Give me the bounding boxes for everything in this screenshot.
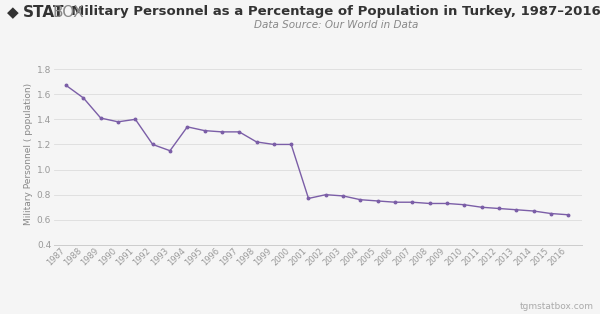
Text: Military Personnel as a Percentage of Population in Turkey, 1987–2016: Military Personnel as a Percentage of Po…	[71, 5, 600, 18]
Text: STAT: STAT	[23, 5, 64, 20]
Text: ◆: ◆	[7, 5, 19, 20]
Text: tgmstatbox.com: tgmstatbox.com	[520, 302, 594, 311]
Text: BOX: BOX	[53, 5, 85, 20]
Y-axis label: Military Personnel ( population): Military Personnel ( population)	[23, 83, 32, 225]
Text: Data Source: Our World in Data: Data Source: Our World in Data	[254, 20, 418, 30]
